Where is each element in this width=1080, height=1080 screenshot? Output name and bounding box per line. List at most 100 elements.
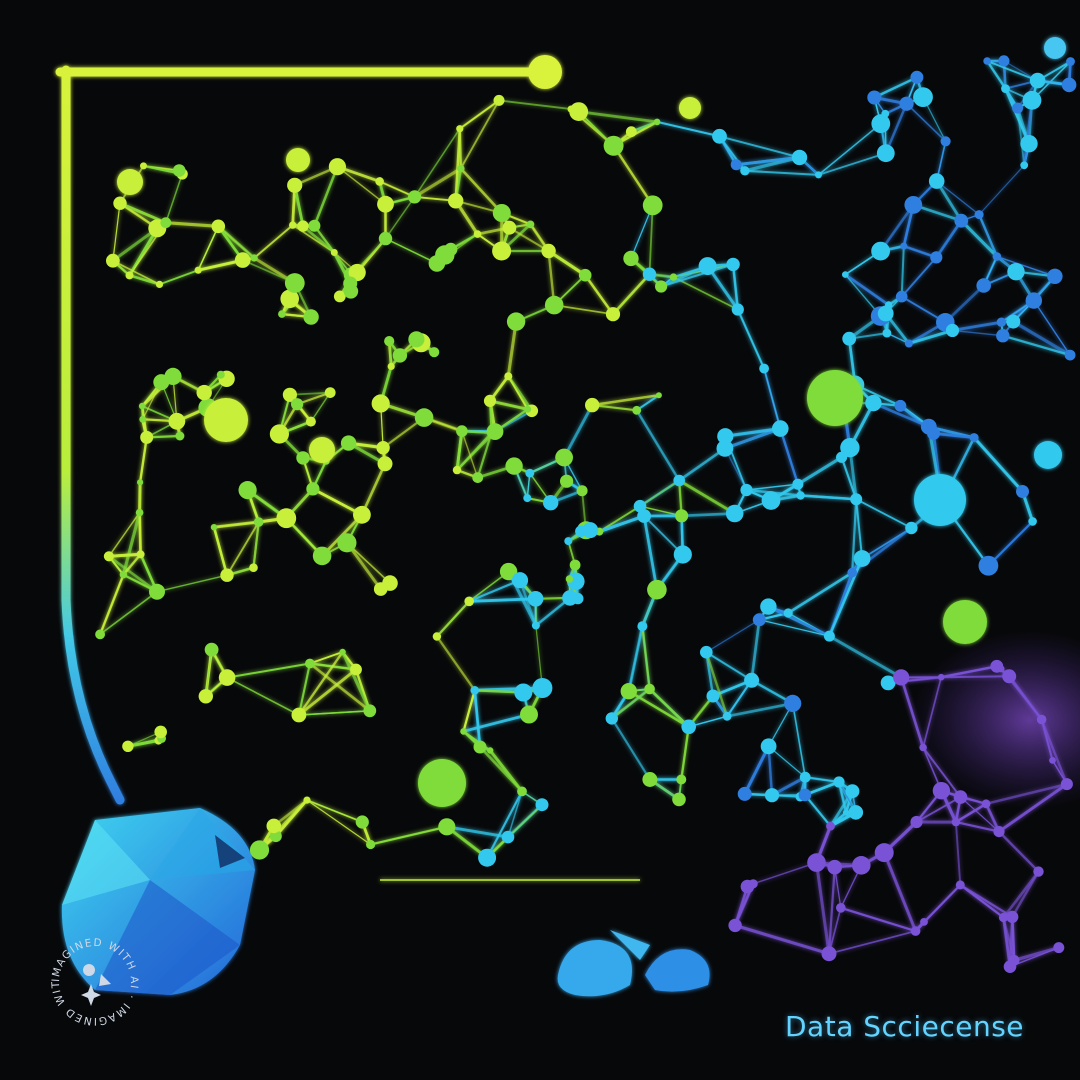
network-edge bbox=[906, 103, 947, 142]
network-node bbox=[823, 630, 835, 642]
network-node bbox=[234, 252, 251, 268]
network-node bbox=[840, 438, 860, 458]
network-edge bbox=[1040, 719, 1068, 785]
network-node bbox=[647, 579, 667, 600]
network-node bbox=[876, 144, 895, 163]
network-hub-node bbox=[914, 474, 966, 526]
network-edge bbox=[507, 791, 523, 838]
network-node bbox=[717, 428, 734, 445]
network-edge bbox=[312, 487, 363, 516]
network-node bbox=[492, 204, 511, 222]
network-edge bbox=[385, 237, 438, 265]
network-node bbox=[493, 94, 505, 106]
network-hub-node bbox=[943, 600, 987, 644]
network-node bbox=[842, 271, 849, 278]
network-node bbox=[428, 255, 446, 272]
network-node bbox=[460, 728, 467, 735]
network-node bbox=[487, 428, 496, 437]
network-edge bbox=[612, 145, 654, 206]
network-edge bbox=[642, 515, 659, 590]
network-node bbox=[1064, 349, 1076, 361]
network-node bbox=[562, 590, 578, 606]
network-node bbox=[882, 328, 892, 338]
network-node bbox=[473, 740, 487, 754]
network-node bbox=[276, 508, 297, 529]
network-node bbox=[172, 164, 186, 177]
network-node bbox=[1066, 57, 1075, 66]
network-hub-node bbox=[309, 437, 335, 463]
network-edge bbox=[844, 273, 890, 307]
network-node bbox=[337, 533, 357, 553]
network-node bbox=[1061, 77, 1077, 93]
network-node bbox=[904, 339, 913, 348]
network-node bbox=[706, 689, 720, 703]
network-edge bbox=[797, 455, 843, 486]
network-node bbox=[524, 405, 532, 413]
network-edge bbox=[598, 505, 641, 533]
network-node bbox=[149, 583, 165, 600]
network-node bbox=[848, 805, 864, 820]
network-edge bbox=[476, 432, 493, 478]
network-edge bbox=[341, 651, 372, 712]
network-node bbox=[653, 118, 661, 126]
network-edge bbox=[129, 274, 160, 286]
network-edge bbox=[678, 479, 736, 515]
network-node bbox=[168, 412, 186, 430]
network-edge bbox=[737, 309, 765, 369]
network-node bbox=[655, 280, 668, 293]
network-edge bbox=[827, 867, 836, 954]
network-node bbox=[910, 926, 921, 936]
network-node bbox=[348, 263, 366, 282]
network-node bbox=[826, 821, 835, 831]
network-node bbox=[532, 678, 553, 698]
network-node bbox=[531, 621, 540, 630]
network-edge bbox=[639, 505, 682, 517]
network-node bbox=[928, 173, 945, 189]
network-edge bbox=[978, 214, 998, 257]
network-edge bbox=[370, 825, 448, 846]
network-edge bbox=[840, 457, 857, 500]
network-edge bbox=[955, 821, 1000, 833]
network-node bbox=[429, 347, 440, 358]
network-node bbox=[895, 290, 908, 303]
network-node bbox=[376, 441, 390, 455]
network-node bbox=[910, 815, 923, 829]
network-node bbox=[278, 310, 286, 318]
network-edge bbox=[112, 259, 160, 286]
network-edge bbox=[302, 225, 336, 254]
network-edge bbox=[899, 676, 925, 748]
network-node bbox=[216, 370, 225, 379]
network-node bbox=[761, 491, 781, 510]
network-edge bbox=[879, 204, 915, 252]
network-node bbox=[605, 712, 618, 725]
network-edge bbox=[459, 167, 503, 214]
network-node bbox=[113, 196, 127, 210]
network-hub-node bbox=[1034, 441, 1062, 469]
network-edge bbox=[1010, 916, 1016, 961]
network-edge bbox=[462, 690, 476, 732]
network-edge bbox=[960, 796, 1000, 833]
network-edge bbox=[98, 574, 125, 635]
network-node bbox=[582, 522, 599, 539]
network-node bbox=[815, 171, 822, 179]
network-node bbox=[874, 843, 894, 863]
network-node bbox=[885, 301, 893, 309]
network-edge bbox=[108, 555, 158, 593]
network-edge bbox=[108, 552, 141, 558]
frame bbox=[55, 37, 1066, 988]
network-edge bbox=[635, 409, 681, 482]
network-edge bbox=[736, 156, 800, 166]
network-edge bbox=[828, 930, 916, 955]
network-edge bbox=[535, 625, 544, 689]
network-node bbox=[951, 817, 961, 827]
network-edge bbox=[818, 152, 887, 176]
network-node bbox=[1012, 102, 1024, 114]
network-edge bbox=[1012, 320, 1071, 357]
network-edge bbox=[767, 605, 830, 638]
network-node bbox=[502, 220, 517, 235]
network-edge bbox=[828, 907, 842, 954]
network-edge bbox=[435, 635, 476, 691]
network-node bbox=[881, 109, 890, 118]
network-hub-node bbox=[286, 148, 310, 172]
network-node bbox=[565, 575, 574, 583]
